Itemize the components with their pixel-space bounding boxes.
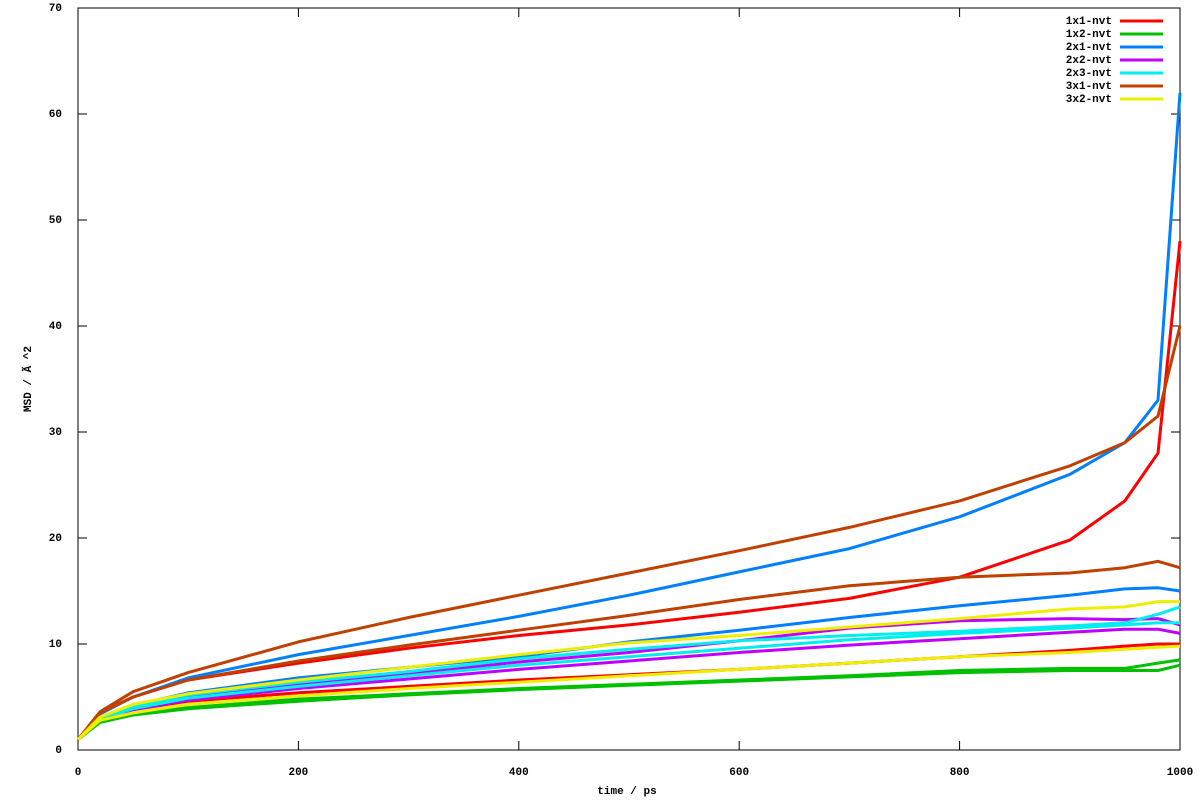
- y-tick-label: 50: [49, 215, 62, 227]
- y-tick-label: 30: [49, 427, 62, 439]
- series-line: [77, 663, 1181, 741]
- y-tick-label: 40: [49, 321, 62, 333]
- x-tick-label: 0: [75, 767, 82, 779]
- series-line: [76, 325, 1182, 741]
- x-tick-label: 600: [729, 767, 749, 779]
- series-line: [76, 621, 1180, 741]
- y-tick-label: 20: [49, 533, 62, 545]
- plot-frame: [77, 7, 1181, 751]
- legend-label: 1x1-nvt: [1066, 16, 1112, 28]
- series-line: [76, 586, 1181, 741]
- x-tick-label: 1000: [1167, 767, 1193, 779]
- legend-label: 1x2-nvt: [1066, 29, 1112, 41]
- y-tick-label: 10: [49, 639, 62, 651]
- x-tick-label: 800: [950, 767, 970, 779]
- y-tick-label: 0: [55, 745, 62, 757]
- x-tick-label: 400: [509, 767, 529, 779]
- legend-label: 2x2-nvt: [1066, 55, 1112, 67]
- series-line: [77, 644, 1181, 741]
- x-axis-label: time / ps: [597, 786, 656, 798]
- legend-label: 2x3-nvt: [1066, 68, 1112, 80]
- x-tick-label: 200: [288, 767, 308, 779]
- y-tick-label: 70: [49, 3, 62, 15]
- y-axis-label: MSD / Ã ^2: [21, 346, 35, 412]
- series-line: [76, 600, 1180, 741]
- series-line: [76, 559, 1181, 741]
- legend-label: 3x2-nvt: [1066, 94, 1112, 106]
- series-line: [76, 605, 1181, 741]
- series-line: [76, 241, 1182, 741]
- legend-label: 3x1-nvt: [1066, 81, 1112, 93]
- y-tick-label: 60: [49, 109, 62, 121]
- legend-label: 2x1-nvt: [1066, 42, 1112, 54]
